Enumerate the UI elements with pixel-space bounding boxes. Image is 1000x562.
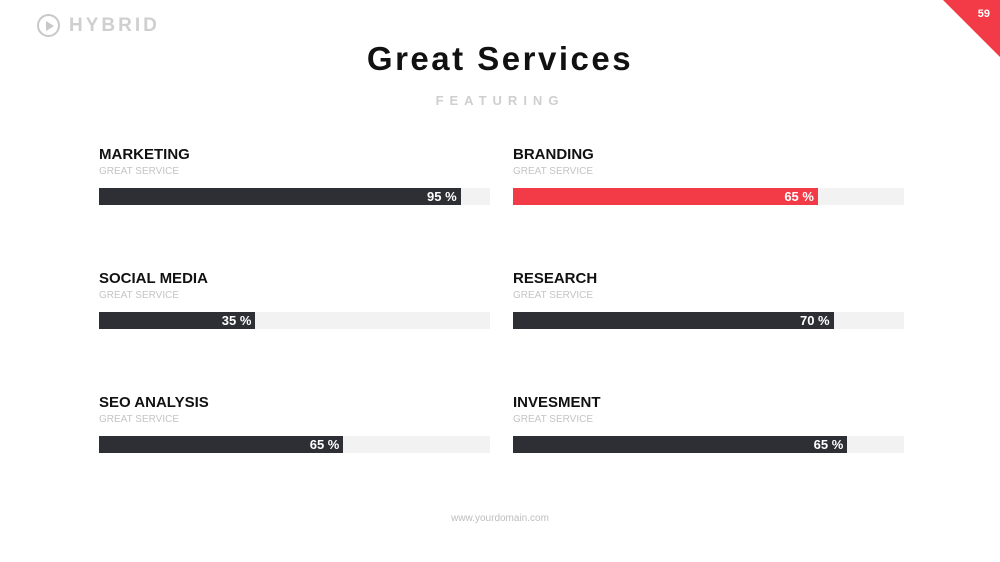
skill-item-seo-analysis: SEO ANALYSIS GREAT SERVICE 65 % [99,394,490,453]
progress-track: 65 % [513,436,904,453]
skill-subtitle: GREAT SERVICE [513,290,594,301]
page-subtitle: FEATURING [435,93,565,108]
page-number: 59 [977,8,990,20]
brand-name: HYBRID [69,14,160,36]
progress-percent: 70 % [799,313,830,328]
progress-fill: 70 % [513,312,834,329]
corner-accent [943,0,1000,57]
progress-fill: 35 % [99,312,256,329]
page-title: Great Services [366,40,634,77]
progress-percent: 65 % [813,437,844,452]
skill-name: SOCIAL MEDIA [99,270,208,287]
progress-track: 95 % [99,188,490,205]
progress-track: 70 % [513,312,904,329]
skill-name: MARKETING [99,146,190,163]
skill-subtitle: GREAT SERVICE [513,166,594,177]
skill-name: SEO ANALYSIS [99,394,209,411]
skill-subtitle: GREAT SERVICE [513,414,594,425]
skill-subtitle: GREAT SERVICE [99,414,180,425]
skill-subtitle: GREAT SERVICE [99,166,180,177]
progress-fill: 65 % [99,436,344,453]
progress-percent: 35 % [221,313,252,328]
footer-url: www.yourdomain.com [451,513,549,524]
progress-fill: 95 % [99,188,461,205]
progress-percent: 65 % [784,189,814,204]
progress-track: 65 % [99,436,490,453]
skill-name: INVESMENT [513,394,601,411]
skill-name: BRANDING [513,146,594,163]
progress-fill: 65 % [513,436,848,453]
skill-item-invesment: INVESMENT GREAT SERVICE 65 % [513,394,904,453]
progress-percent: 95 % [427,189,457,204]
play-circle-icon [37,14,60,37]
skill-subtitle: GREAT SERVICE [99,290,180,301]
skill-name: RESEARCH [513,270,598,287]
progress-track: 65 % [513,188,904,205]
progress-track: 35 % [99,312,490,329]
skill-item-social-media: SOCIAL MEDIA GREAT SERVICE 35 % [99,270,490,329]
skill-item-branding: BRANDING GREAT SERVICE 65 % [513,146,904,205]
progress-fill: 65 % [513,188,818,205]
brand-logo: HYBRID [37,14,160,37]
skill-item-marketing: MARKETING GREAT SERVICE 95 % [99,146,490,205]
skill-item-research: RESEARCH GREAT SERVICE 70 % [513,270,904,329]
progress-percent: 65 % [309,437,340,452]
